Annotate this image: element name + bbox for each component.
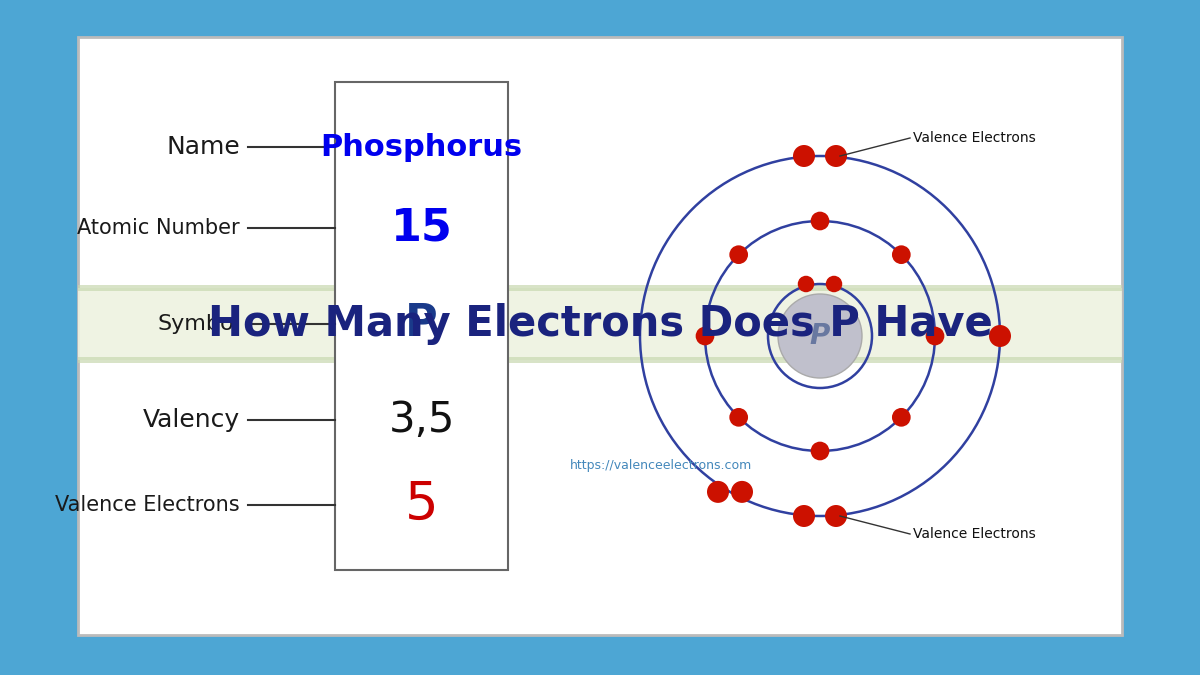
Text: Phosphorus: Phosphorus — [320, 132, 522, 161]
Text: 5: 5 — [404, 479, 438, 531]
Circle shape — [793, 505, 815, 527]
Circle shape — [826, 505, 847, 527]
Text: https://valenceelectrons.com: https://valenceelectrons.com — [570, 458, 752, 472]
Circle shape — [811, 441, 829, 460]
Text: Valence Electrons: Valence Electrons — [913, 131, 1036, 145]
Text: 15: 15 — [390, 207, 452, 250]
Circle shape — [925, 327, 944, 346]
Text: Valence Electrons: Valence Electrons — [55, 495, 240, 515]
Text: Valence Electrons: Valence Electrons — [913, 527, 1036, 541]
Circle shape — [798, 276, 815, 292]
Bar — [78, 357, 1122, 363]
Text: P: P — [810, 322, 830, 350]
Circle shape — [707, 481, 730, 503]
Circle shape — [989, 325, 1010, 347]
Bar — [78, 285, 1122, 291]
Text: Atomic Number: Atomic Number — [77, 218, 240, 238]
Circle shape — [811, 212, 829, 230]
Text: Symbol: Symbol — [157, 314, 240, 334]
Text: Valency: Valency — [143, 408, 240, 432]
Text: 3,5: 3,5 — [389, 399, 455, 441]
Circle shape — [892, 245, 911, 264]
Circle shape — [730, 408, 748, 427]
Text: P: P — [406, 302, 438, 346]
Text: Name: Name — [167, 135, 240, 159]
Circle shape — [826, 276, 842, 292]
Circle shape — [793, 145, 815, 167]
Bar — [78, 37, 1122, 635]
Circle shape — [826, 145, 847, 167]
Circle shape — [696, 327, 714, 346]
Bar — [78, 288, 1122, 360]
Text: How Many Electrons Does P Have: How Many Electrons Does P Have — [208, 303, 992, 345]
Circle shape — [778, 294, 862, 378]
Circle shape — [731, 481, 754, 503]
Circle shape — [730, 245, 748, 264]
Circle shape — [892, 408, 911, 427]
Bar — [335, 82, 508, 570]
